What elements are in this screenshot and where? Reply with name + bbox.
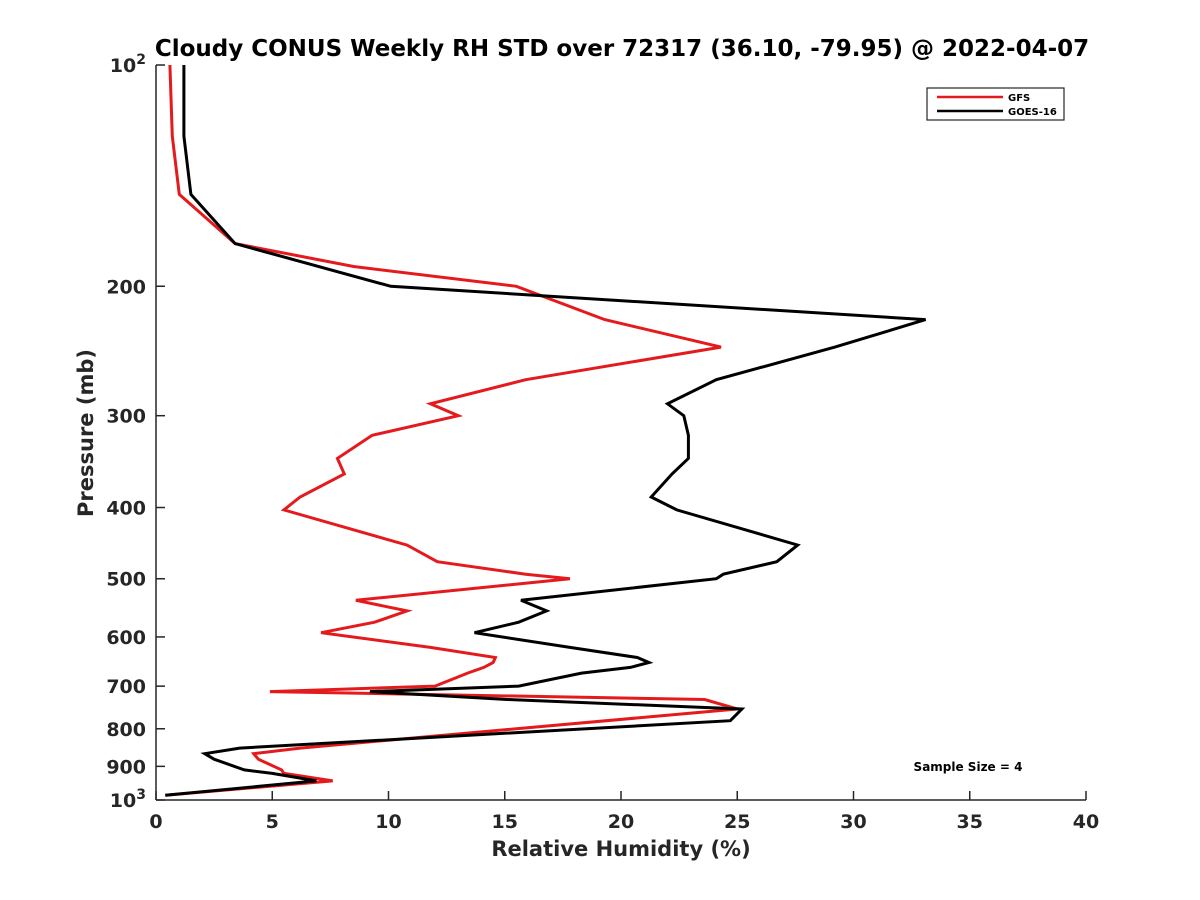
x-tick-label: 35 xyxy=(957,811,983,833)
legend-box xyxy=(926,87,1065,121)
legend: GFS GOES-16 xyxy=(926,87,1065,121)
y-tick-label: 900 xyxy=(106,756,146,778)
y-tick-label: 200 xyxy=(106,276,146,298)
y-tick-label: 500 xyxy=(106,569,146,591)
y-tick-label: 400 xyxy=(106,498,146,520)
x-tick-label: 30 xyxy=(840,811,866,833)
series-line-gfs xyxy=(165,64,738,797)
chart-title: Cloudy CONUS Weekly RH STD over 72317 (3… xyxy=(155,36,1089,62)
x-tick-label: 10 xyxy=(375,811,401,833)
y-tick-label: 102 xyxy=(110,52,146,77)
x-axis-label: Relative Humidity (%) xyxy=(491,837,750,861)
x-tick-label: 5 xyxy=(266,811,279,833)
legend-label-gfs: GFS xyxy=(1008,93,1030,104)
y-axis-label: Pressure (mb) xyxy=(74,349,98,517)
x-tick-label: 20 xyxy=(608,811,634,833)
x-tick-label: 15 xyxy=(492,811,518,833)
y-tick-label: 700 xyxy=(106,676,146,698)
sample-size-annotation: Sample Size = 4 xyxy=(914,760,1023,774)
legend-label-goes16: GOES-16 xyxy=(1008,107,1057,118)
series-line-goes-16 xyxy=(165,65,927,797)
x-tick-label: 0 xyxy=(149,811,162,833)
y-tick-label: 103 xyxy=(110,787,146,812)
y-tick-label: 300 xyxy=(106,406,146,428)
x-tick-label: 25 xyxy=(724,811,750,833)
y-tick-label: 600 xyxy=(106,627,146,649)
y-tick-label: 800 xyxy=(106,719,146,741)
x-tick-label: 40 xyxy=(1073,811,1099,833)
